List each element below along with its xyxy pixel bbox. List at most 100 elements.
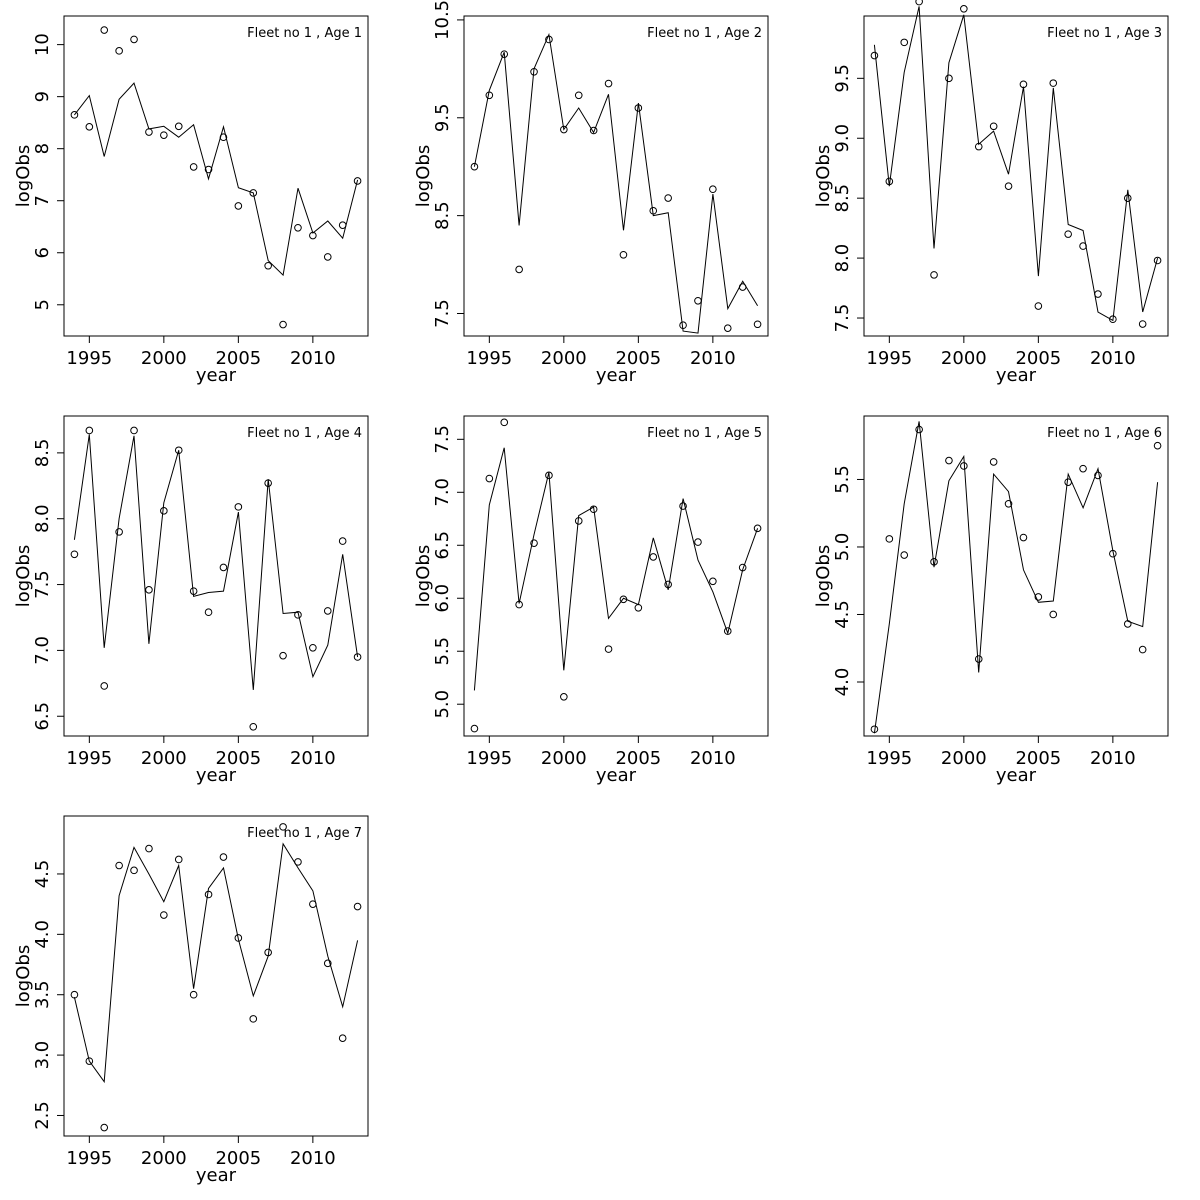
observed-point (560, 692, 568, 701)
observed-point (323, 959, 332, 968)
observed-point (309, 643, 317, 652)
y-tick-label: 7.5 (432, 299, 453, 328)
observed-point (130, 35, 138, 44)
observed-point (219, 133, 228, 142)
observed-point (589, 505, 598, 514)
x-tick-label: 2000 (941, 748, 987, 769)
plot-frame (463, 15, 769, 337)
x-tick-label: 2000 (141, 348, 187, 369)
x-tick-label: 2005 (1015, 748, 1061, 769)
observed-point (160, 911, 168, 919)
observed-point (723, 324, 732, 332)
observed-point (219, 563, 228, 572)
y-tick-label: 6.5 (432, 531, 453, 560)
y-tick-label: 7.5 (432, 425, 453, 454)
observed-point (1049, 79, 1058, 87)
y-tick-label: 2.5 (32, 1101, 53, 1130)
y-tick-label: 3.5 (32, 980, 53, 1009)
x-tick-label: 2005 (1015, 348, 1061, 369)
panel-title: Fleet no 1 , Age 1 (247, 26, 362, 41)
observed-point (338, 221, 347, 229)
observed-point (1138, 320, 1147, 328)
observed-point (70, 990, 79, 999)
observed-point (264, 948, 272, 957)
y-tick-label: 6.5 (32, 702, 53, 731)
observed-point (885, 535, 894, 543)
observed-point (945, 456, 953, 465)
x-axis-title: year (196, 1165, 237, 1186)
observed-point (204, 165, 213, 174)
observed-point (930, 558, 938, 566)
plot-frame (863, 415, 1169, 737)
x-tick-label: 2005 (615, 748, 661, 769)
observed-point (560, 125, 568, 134)
observed-point (160, 507, 168, 515)
observed-point (574, 517, 583, 525)
observed-point (279, 823, 287, 831)
observed-point (915, 425, 923, 434)
observed-point (945, 74, 953, 83)
y-tick-label: 8.5 (432, 201, 453, 230)
observed-point (738, 563, 747, 572)
y-axis-title: logObs (13, 545, 34, 607)
observed-point (294, 858, 302, 866)
plot-frame (463, 415, 769, 737)
observed-point (234, 503, 243, 511)
x-tick-label: 2010 (690, 348, 736, 369)
observed-point (174, 855, 183, 864)
x-tick-label: 2010 (290, 1148, 336, 1169)
y-tick-label: 5.0 (432, 690, 453, 719)
observed-point (1079, 464, 1087, 473)
y-tick-label: 9.0 (832, 124, 853, 153)
x-axis-title: year (196, 365, 237, 386)
y-tick-label: 9 (32, 91, 53, 102)
observed-point (930, 271, 938, 279)
fitted-line (73, 434, 359, 690)
observed-point (100, 682, 109, 690)
y-tick-label: 6 (32, 247, 53, 258)
panel-7: 1995 2000 2005 2010 2.5 3.0 3.5 4.0 4.5 year logOb… (13, 815, 369, 1186)
observed-point (234, 202, 243, 210)
fitted-line (73, 842, 359, 1084)
observed-point (604, 645, 613, 653)
observed-point (753, 320, 762, 329)
observed-point (915, 0, 923, 6)
x-tick-label: 1995 (866, 348, 912, 369)
observed-point (664, 580, 672, 589)
observed-point (619, 595, 628, 604)
observed-point (1034, 302, 1043, 310)
observed-point (679, 502, 687, 510)
observed-point (694, 538, 702, 546)
observed-point (485, 91, 494, 100)
y-tick-label: 8.5 (32, 439, 53, 468)
panel-title: Fleet no 1 , Age 2 (647, 26, 762, 41)
observed-point (145, 128, 153, 136)
observed-point (900, 551, 909, 559)
y-tick-label: 7.0 (432, 478, 453, 507)
x-tick-label: 2000 (541, 348, 587, 369)
y-tick-label: 7 (32, 195, 53, 206)
observed-point (485, 474, 494, 483)
observed-point (530, 67, 538, 76)
observed-point (960, 5, 968, 13)
panel-3: 1995 2000 2005 2010 7.5 8.0 8.5 9.0 9.5 year logOb… (813, 0, 1169, 386)
observed-point (679, 321, 687, 330)
x-tick-label: 2010 (290, 748, 336, 769)
observed-point (353, 653, 362, 661)
x-tick-label: 2000 (141, 1148, 187, 1169)
observed-point (264, 261, 272, 270)
observed-point (249, 1015, 258, 1023)
observed-point (900, 38, 909, 47)
observed-point (664, 194, 672, 202)
fitted-line (473, 447, 759, 691)
observed-point (649, 553, 658, 561)
y-tick-label: 3.0 (32, 1041, 53, 1070)
y-tick-label: 7.0 (32, 636, 53, 665)
observed-point (1094, 290, 1102, 298)
x-tick-label: 2005 (615, 348, 661, 369)
observed-point (974, 655, 983, 663)
observed-point (85, 1057, 94, 1065)
y-tick-label: 9.5 (432, 103, 453, 132)
observed-point (115, 47, 123, 55)
